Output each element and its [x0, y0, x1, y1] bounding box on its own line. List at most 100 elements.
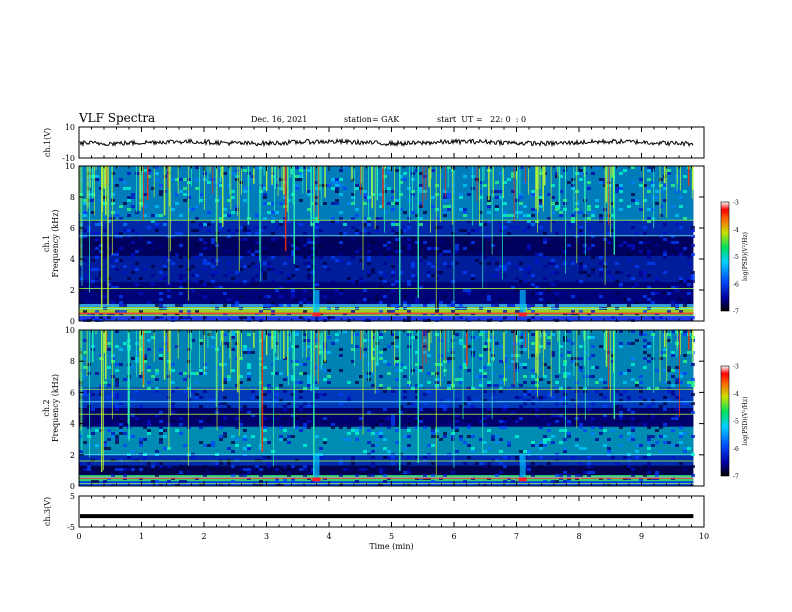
- spectrogram-cell: [135, 172, 139, 175]
- spectrogram-cell: [355, 432, 359, 435]
- spectrogram-cell: [619, 345, 623, 348]
- spectrogram-cell: [471, 277, 475, 280]
- spectrogram-cell: [183, 187, 187, 190]
- spectrogram-cell: [299, 381, 303, 384]
- spectrogram-cell: [123, 444, 127, 447]
- spectrogram-cell: [551, 411, 555, 414]
- spectrogram-cell: [575, 474, 579, 477]
- spectrogram-cell: [275, 357, 279, 360]
- spectrogram-cell: [651, 196, 655, 199]
- spectrogram-cell: [451, 232, 455, 235]
- spectrogram-cell: [107, 244, 111, 247]
- spectrogram-cell: [83, 211, 87, 214]
- spectrogram-cell: [363, 348, 367, 351]
- spectrogram-cell: [271, 238, 275, 241]
- spectrogram-cell: [179, 316, 183, 319]
- spectrogram-cell: [155, 226, 159, 229]
- spectrogram-cell: [391, 304, 395, 307]
- spectrogram-cell: [599, 378, 603, 381]
- spectrogram-cell: [343, 187, 347, 190]
- spectrogram-cell: [423, 256, 427, 259]
- panel-channel-label: ch.1: [42, 235, 51, 252]
- spectrogram-cell: [579, 474, 583, 477]
- spectrogram-cell: [315, 366, 319, 369]
- spectrogram-cell: [563, 438, 567, 441]
- spectrogram-cell: [323, 202, 327, 205]
- spectrogram-cell: [479, 438, 483, 441]
- spectrogram-cell: [471, 435, 475, 438]
- spectrogram-cell: [147, 226, 151, 229]
- spectrogram-cell: [631, 438, 635, 441]
- spectrogram-cell: [271, 450, 275, 453]
- spectrogram-cell: [107, 429, 111, 432]
- spectrogram-cell: [627, 238, 631, 241]
- spectrogram-cell: [611, 298, 615, 301]
- spectrogram-cell: [383, 244, 387, 247]
- spectrogram-cell: [487, 202, 491, 205]
- spectrogram-cell: [611, 429, 615, 432]
- spectrogram-cell: [307, 241, 311, 244]
- spectrogram-cell: [487, 235, 491, 238]
- spectrogram-cell: [255, 253, 259, 256]
- spectrogram-cell: [191, 274, 195, 277]
- spectrogram-cell: [503, 456, 507, 459]
- spectrogram-cell: [523, 363, 527, 366]
- spectrogram-cell: [255, 256, 259, 259]
- spectrogram-cell: [179, 480, 183, 483]
- spectrogram-cell: [475, 387, 479, 390]
- spectrogram-cell: [563, 235, 567, 238]
- spectrogram-cell: [547, 253, 551, 256]
- spectrogram-cell: [303, 339, 307, 342]
- spectrogram-cell: [455, 262, 459, 265]
- spectrogram-cell: [151, 375, 155, 378]
- spectrogram-cell: [155, 205, 159, 208]
- spectrogram-cell: [467, 283, 471, 286]
- spectrogram-cell: [531, 342, 535, 345]
- spectrogram-cell: [179, 244, 183, 247]
- spectrogram-cell: [555, 166, 559, 169]
- spectrogram-cell: [291, 378, 295, 381]
- spectrogram-cell: [111, 357, 115, 360]
- spectrogram-cell: [395, 283, 399, 286]
- spectrogram-cell: [407, 456, 411, 459]
- spectrogram-cell: [503, 274, 507, 277]
- spectrogram-cell: [215, 465, 219, 468]
- spectrogram-cell: [135, 357, 139, 360]
- spectrogram-cell: [423, 426, 427, 429]
- spectrogram-cell: [647, 438, 651, 441]
- spectrogram-cell: [367, 223, 371, 226]
- spectrogram-cell: [415, 214, 419, 217]
- spectrogram-cell: [339, 193, 343, 196]
- spectrogram-cell: [403, 295, 407, 298]
- spectrogram-cell: [107, 366, 111, 369]
- spectrogram-cell: [339, 402, 343, 405]
- spectrogram-cell: [587, 471, 591, 474]
- spectrogram-cell: [227, 262, 231, 265]
- spectrogram-cell: [587, 336, 591, 339]
- spectrogram-cell: [271, 313, 275, 316]
- spectrogram-cell: [427, 271, 431, 274]
- spectrogram-cell: [571, 456, 575, 459]
- spectrogram-cell: [411, 265, 415, 268]
- spectrogram-cell: [315, 196, 319, 199]
- spectrogram-cell: [503, 211, 507, 214]
- spectrogram-cell: [579, 345, 583, 348]
- spectrogram-cell: [363, 289, 367, 292]
- spectrogram-cell: [603, 286, 607, 289]
- spectrogram-cell: [291, 274, 295, 277]
- spectrogram-cell: [579, 420, 583, 423]
- spectrogram-cell: [143, 295, 147, 298]
- spectrogram-cell: [159, 193, 163, 196]
- spectrogram-cell: [655, 387, 659, 390]
- spectrogram-cell: [635, 199, 639, 202]
- spectrogram-cell: [687, 280, 691, 283]
- spectrogram-cell: [323, 378, 327, 381]
- spectrogram-cell: [675, 369, 679, 372]
- spectrogram-cell: [647, 471, 651, 474]
- spectrogram-cell: [663, 408, 667, 411]
- spectrogram-cell: [427, 390, 431, 393]
- spectrogram-cell: [511, 172, 515, 175]
- spectrogram-cell: [251, 277, 255, 280]
- spectrogram-cell: [127, 229, 131, 232]
- spectrogram-cell: [463, 235, 467, 238]
